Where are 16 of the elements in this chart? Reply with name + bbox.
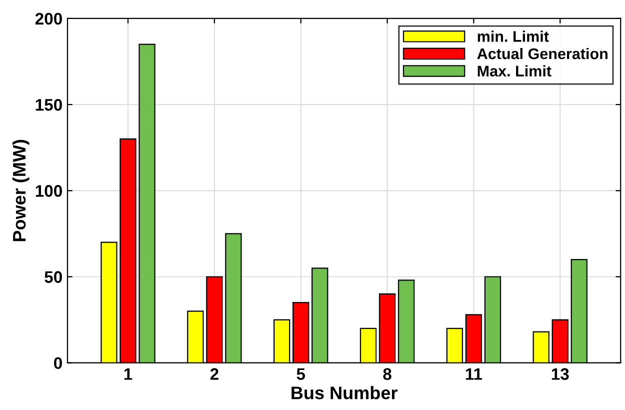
y-tick-label: 100 — [36, 185, 62, 197]
y-axis-title: Power (MW) — [12, 140, 30, 242]
y-tick-label: 50 — [44, 271, 62, 283]
x-tick-label: 8 — [383, 368, 392, 380]
y-tick-label: 0 — [54, 357, 62, 370]
legend-label: Max. Limit — [478, 65, 552, 76]
x-axis-title: Bus Number — [292, 386, 398, 400]
x-tick-label: 11 — [466, 368, 482, 380]
y-tick-label: 200 — [35, 12, 62, 25]
x-tick-label: 2 — [210, 368, 218, 380]
x-tick-label: 1 — [124, 368, 132, 380]
legend-label: min. Limit — [478, 30, 549, 42]
y-tick-label: 150 — [36, 98, 62, 111]
legend-label: Actual Generation — [477, 48, 608, 60]
x-tick-label: 13 — [552, 368, 569, 380]
x-tick-label: 5 — [296, 368, 306, 380]
